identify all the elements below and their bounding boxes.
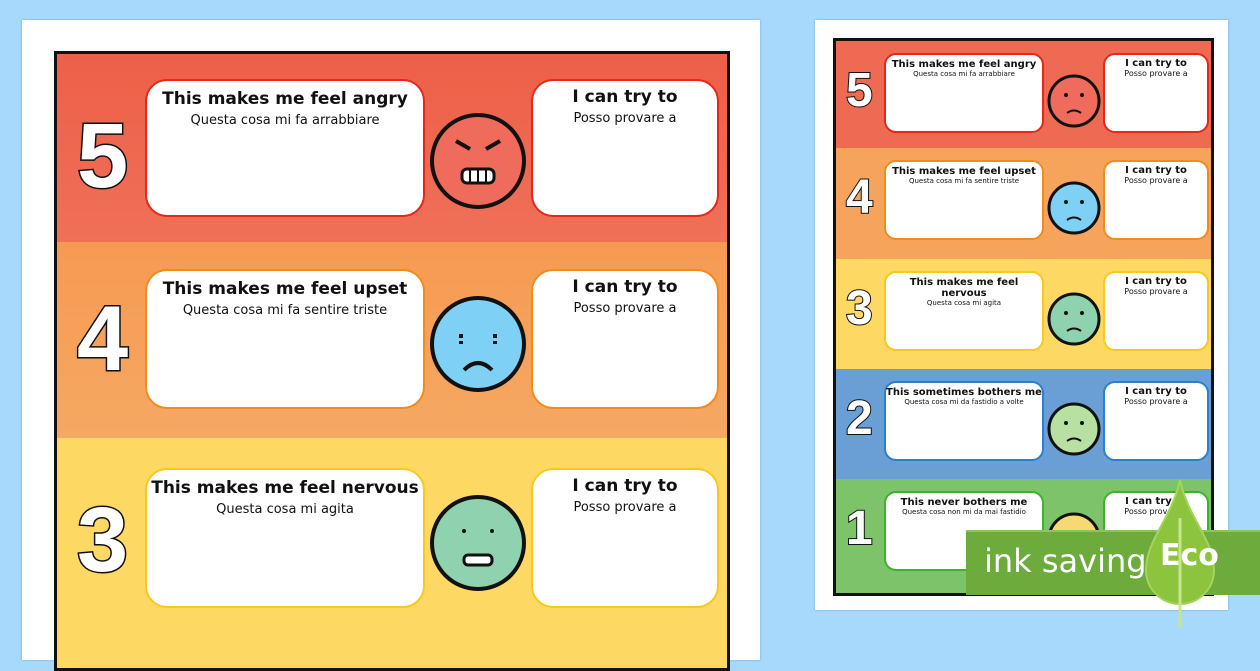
strategy-box[interactable]: I can try to Posso provare a [1103,271,1209,351]
feeling-box[interactable]: This makes me feel angry Questa cosa mi f… [145,79,425,217]
level-number: 5 [845,63,874,118]
large-page-preview: 5 This makes me feel angry Questa cosa mi… [22,20,760,671]
strategy-title: I can try to [572,476,678,496]
level-number: 2 [845,391,874,446]
small-level-3-row: 3 This makes me feel nervous Questa cosa … [836,259,1211,369]
feeling-italian: Questa cosa mi agita [926,299,1002,307]
strategy-box[interactable]: I can try to Posso provare a [531,468,719,608]
feeling-title: This makes me feel nervous [151,478,419,498]
level-number: 4 [75,287,129,392]
small-level-4-row: 4 This makes me feel upset Questa cosa mi… [836,148,1211,259]
strategy-title: I can try to [572,277,678,297]
strategy-italian: Posso provare a [573,301,677,316]
strategy-box[interactable]: I can try to Posso provare a [531,269,719,409]
large-board: 5 This makes me feel angry Questa cosa mi… [54,51,730,671]
level-number: 3 [75,488,129,593]
feeling-italian: Questa cosa non mi da mai fastidio [902,508,1026,516]
crying-face-icon [430,296,526,392]
angry-face-icon [1047,74,1101,128]
feeling-box[interactable]: This makes me feel angry Questa cosa mi f… [884,53,1044,133]
small-level-2-row: 2 This sometimes bothers me Questa cosa m… [836,369,1211,479]
strategy-box[interactable]: I can try to Posso provare a [531,79,719,217]
feeling-box[interactable]: This sometimes bothers me Questa cosa mi … [884,381,1044,461]
small-level-5-row: 5 This makes me feel angry Questa cosa mi… [836,41,1211,148]
leaf-drop-icon [1144,479,1216,628]
strategy-italian: Posso provare a [1124,507,1188,516]
feeling-box[interactable]: This makes me feel upset Questa cosa mi f… [884,160,1044,240]
feeling-italian: Questa cosa mi agita [216,502,354,517]
feeling-title: This makes me feel angry [162,89,408,109]
feeling-italian: Questa cosa mi fa arrabbiare [913,70,1015,78]
strategy-italian: Posso provare a [1124,397,1188,406]
strategy-title: I can try to [1125,276,1187,287]
level-4-row: 4 This makes me feel upset Questa cosa mi… [57,242,727,438]
feeling-title: This sometimes bothers me [886,387,1042,398]
feeling-box[interactable]: This makes me feel upset Questa cosa mi f… [145,269,425,409]
feeling-italian: Questa cosa mi fa sentire triste [182,303,388,318]
level-number: 1 [845,501,874,556]
ink-saving-label: ink saving [984,542,1147,580]
strategy-italian: Posso provare a [1124,69,1188,78]
feeling-title: This makes me feel nervous [909,277,1019,299]
nervous-face-icon [1047,292,1101,346]
small-page-preview: 5 This makes me feel angry Questa cosa mi… [815,20,1228,610]
strategy-title: I can try to [1125,165,1187,176]
feeling-italian: Questa cosa mi da fastidio a volte [904,398,1024,406]
feeling-italian: Questa cosa mi fa arrabbiare [190,113,380,128]
worried-face-icon [1047,402,1101,456]
strategy-box[interactable]: I can try to Posso provare a [1103,160,1209,240]
feeling-title: This makes me feel upset [892,166,1036,177]
feeling-title: This never bothers me [900,497,1028,508]
feeling-title: This makes me feel upset [162,279,408,299]
nervous-face-icon [430,495,526,591]
strategy-title: I can try to [1125,58,1187,69]
eco-label: Eco [1160,538,1219,573]
level-3-row: 3 This makes me feel nervous Questa cosa … [57,438,727,668]
level-number: 3 [845,281,874,336]
angry-face-icon [430,113,526,209]
feeling-box[interactable]: This makes me feel nervous Questa cosa mi… [884,271,1044,351]
crying-face-icon [1047,181,1101,235]
strategy-title: I can try to [1125,496,1187,507]
strategy-italian: Posso provare a [1124,287,1188,296]
strategy-box[interactable]: I can try to Posso provare a [1103,53,1209,133]
strategy-title: I can try to [1125,386,1187,397]
feeling-box[interactable]: This makes me feel nervous Questa cosa mi… [145,468,425,608]
strategy-italian: Posso provare a [573,111,677,126]
strategy-italian: Posso provare a [573,500,677,515]
feeling-italian: Questa cosa mi fa sentire triste [908,177,1020,185]
feeling-title: This makes me feel angry [891,59,1037,70]
strategy-italian: Posso provare a [1124,176,1188,185]
level-number: 5 [75,104,129,209]
level-number: 4 [845,170,874,225]
strategy-box[interactable]: I can try to Posso provare a [1103,381,1209,461]
strategy-title: I can try to [572,87,678,107]
level-5-row: 5 This makes me feel angry Questa cosa mi… [57,54,727,242]
